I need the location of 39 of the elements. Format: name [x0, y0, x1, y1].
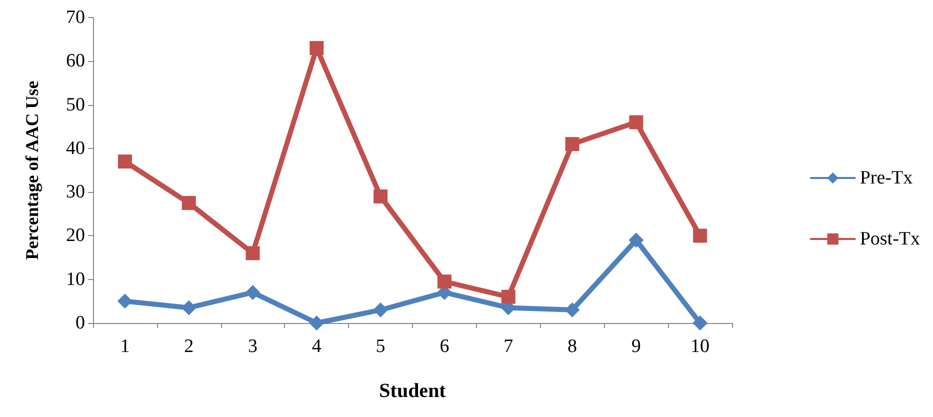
point	[374, 189, 388, 204]
point	[629, 115, 644, 130]
x-tick-label: 7	[504, 336, 514, 357]
x-axis-title: Student	[379, 380, 446, 402]
x-tick-label: 9	[631, 336, 641, 357]
point	[309, 316, 324, 330]
point	[182, 196, 196, 210]
x-tick-label: 6	[440, 336, 450, 357]
y-tick-label: 50	[66, 94, 85, 116]
y-tick-label: 10	[66, 268, 85, 290]
x-tick-label: 8	[568, 336, 577, 357]
point	[245, 284, 260, 300]
point	[693, 228, 708, 243]
x-tick-label: 5	[376, 336, 386, 357]
point	[118, 154, 132, 169]
point	[310, 41, 324, 56]
point	[437, 274, 452, 289]
y-axis-title: Percentage of AAC Use	[22, 80, 42, 260]
point	[181, 300, 196, 316]
point	[501, 290, 516, 304]
x-tick-label: 1	[120, 336, 130, 357]
x-tick-label: 10	[690, 336, 710, 357]
point	[117, 294, 132, 309]
point	[373, 302, 388, 318]
x-tick-label: 4	[312, 336, 322, 357]
y-tick-label: 70	[66, 7, 85, 28]
y-tick-label: 60	[66, 50, 85, 72]
y-tick-label: 40	[66, 138, 85, 159]
point	[628, 232, 644, 248]
y-tick-label: 30	[66, 182, 85, 203]
point	[692, 316, 708, 330]
y-tick-label: 20	[66, 225, 85, 246]
x-tick-label: 3	[248, 336, 258, 357]
x-tick-label: 2	[184, 336, 194, 357]
point	[246, 246, 260, 260]
legend-label: Pre-Tx	[860, 168, 914, 188]
y-tick-label: 0	[76, 312, 85, 334]
point	[565, 137, 580, 152]
legend-label: Post-Tx	[860, 228, 920, 250]
